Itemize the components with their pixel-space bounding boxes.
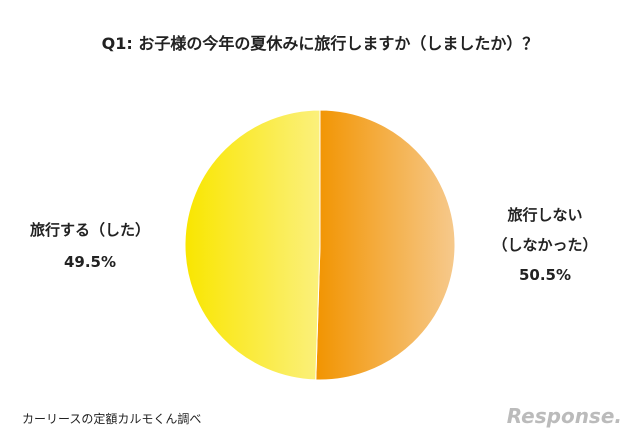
pie-slice <box>315 109 456 381</box>
value-label: 50.5% <box>518 266 572 284</box>
value-label: 49.5% <box>63 253 117 271</box>
slice-label: 旅行する（した） <box>29 221 150 239</box>
slice-label: 旅行しない （しなかった） <box>492 206 598 254</box>
source-note: カーリースの定額カルモくん調べ <box>22 412 202 426</box>
chart-title: Q1: お子様の今年の夏休みに旅行しますか（しましたか）？ <box>101 34 539 53</box>
pie-slice <box>184 109 321 381</box>
watermark: Response. <box>506 404 622 428</box>
